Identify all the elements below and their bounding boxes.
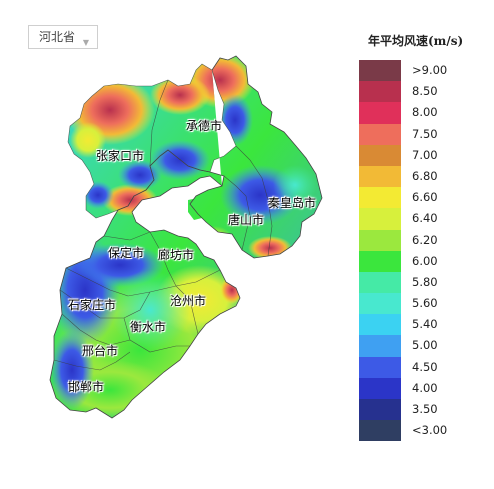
legend-swatch (359, 293, 401, 315)
region-select-value: 河北省 (39, 30, 76, 44)
city-label-shijiazhuang: 石家庄市 (68, 298, 117, 312)
legend-label: >9.00 (412, 63, 448, 77)
legend-swatch (359, 399, 401, 421)
legend-label: 6.00 (412, 253, 438, 268)
legend-swatch (359, 420, 401, 442)
legend-label: 7.00 (412, 147, 438, 162)
legend-label: 5.80 (412, 274, 438, 289)
legend-swatch (359, 229, 401, 251)
legend-color-bar (359, 60, 401, 442)
city-label-hengshui: 衡水市 (130, 320, 167, 334)
legend-swatch (359, 187, 401, 209)
region-select[interactable]: 河北省 ▼ (28, 25, 98, 49)
city-label-cangzhou: 沧州市 (170, 294, 207, 308)
city-label-tangshan: 唐山市 (228, 213, 265, 227)
legend-title: 年平均风速(m/s) (368, 34, 464, 48)
legend-label: 6.60 (412, 190, 438, 205)
legend-label: 4.50 (412, 359, 438, 374)
city-label-qinhuangdao: 秦皇岛市 (268, 196, 317, 210)
legend-label: 8.00 (412, 105, 438, 120)
legend-label: 3.50 (412, 402, 438, 416)
municipal-boundaries (53, 63, 273, 371)
city-label-handan: 邯郸市 (68, 380, 105, 394)
hebei-map-svg (49, 55, 323, 419)
legend-swatch (359, 144, 401, 166)
legend-swatch (359, 81, 401, 103)
legend-label: 6.40 (412, 211, 438, 226)
legend-swatch (359, 60, 401, 82)
wind-speed-map: 承德市 张家口市 秦皇岛市 唐山市 保定市 廊坊市 沧州市 石家庄市 衡水市 邢… (49, 55, 323, 419)
legend-swatch (359, 377, 401, 399)
legend-swatch (359, 102, 401, 124)
city-label-langfang: 廊坊市 (158, 248, 195, 262)
legend-label: 5.60 (412, 296, 438, 311)
legend-label: 5.40 (412, 317, 438, 332)
chevron-down-icon: ▼ (82, 38, 89, 47)
legend-swatch (359, 208, 401, 230)
legend-swatch (359, 271, 401, 294)
city-label-baoding: 保定市 (108, 246, 145, 260)
province-outline (49, 55, 323, 419)
legend-label: 6.80 (412, 168, 438, 183)
legend-swatch (359, 250, 401, 272)
legend-label: <3.00 (412, 423, 448, 438)
legend-swatch (359, 165, 401, 188)
legend-label: 7.50 (412, 126, 438, 141)
legend-label: 5.00 (412, 338, 438, 353)
legend-swatch (359, 335, 401, 357)
city-label-chengde: 承德市 (186, 119, 223, 133)
legend-swatch (359, 314, 401, 336)
city-label-zhangjiakou: 张家口市 (96, 149, 145, 163)
legend-labels: >9.00 8.50 8.00 7.50 7.00 6.80 6.60 6.40 6.20 6.0… (412, 60, 447, 441)
wind-color-field (50, 56, 322, 418)
legend-label: 4.00 (412, 380, 438, 395)
legend-swatch (359, 356, 401, 378)
city-label-xingtai: 邢台市 (82, 344, 119, 358)
legend-swatch (359, 123, 401, 145)
legend-label: 6.20 (412, 232, 438, 247)
legend-label: 8.50 (412, 84, 438, 99)
